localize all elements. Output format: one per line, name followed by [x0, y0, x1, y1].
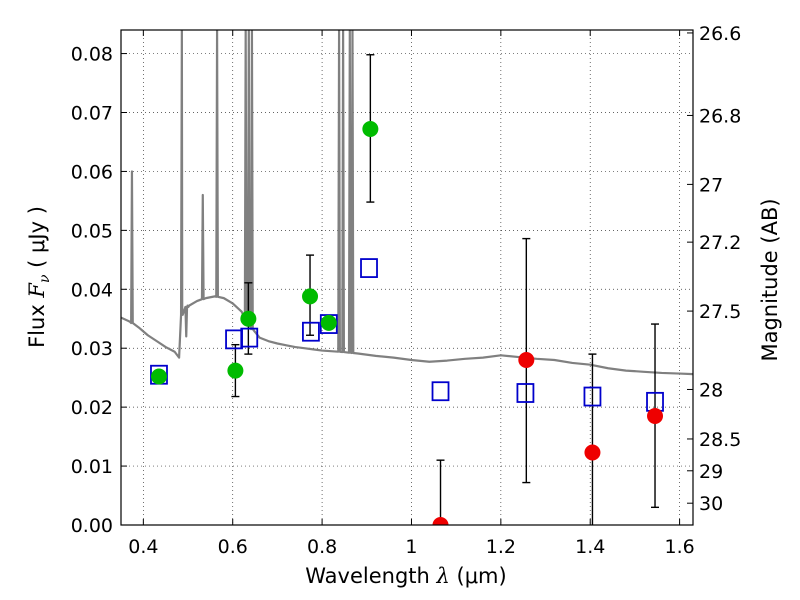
nir-photometry-point [518, 352, 535, 368]
x-axis-label-unit: (μm) [450, 564, 507, 588]
x-tick-label: 1.4 [575, 536, 605, 558]
y-tick-label: 0.01 [71, 456, 113, 478]
x-tick-label: 1.2 [486, 536, 516, 558]
x-axis-label-text: Wavelength [305, 564, 436, 588]
y-axis-label-text: Flux [25, 298, 49, 348]
y-tick-label: 0.00 [71, 515, 113, 537]
y-tick-label: 0.03 [71, 338, 113, 360]
y-tick-label: 0.02 [71, 397, 113, 419]
y2-tick-label: 27 [699, 174, 723, 196]
y-axis-label: Flux Fν ( μJy ) [25, 206, 53, 348]
nir-photometry-point [584, 444, 601, 461]
y-axis-label-subscript: ν [37, 274, 53, 283]
optical-photometry-point [227, 362, 244, 379]
optical-photometry-point [362, 121, 379, 137]
y2-tick-label: 28.5 [699, 429, 741, 451]
nir-photometry-point [432, 517, 449, 525]
optical-photometry-point [320, 314, 337, 331]
y-tick-label: 0.05 [71, 220, 113, 242]
optical-photometry-point [240, 310, 257, 327]
model-sed-line [121, 30, 693, 376]
x-tick-label: 0.6 [218, 536, 248, 558]
y2-tick-label: 28 [699, 379, 723, 401]
nir-photometry-point [647, 407, 664, 424]
model-photometry-square [302, 321, 320, 342]
y2-tick-label: 29 [699, 461, 723, 483]
y-tick-label: 0.04 [71, 279, 113, 301]
y2-tick-label: 27.2 [699, 232, 741, 254]
model-photometry-square [431, 381, 450, 402]
y-axis-label-symbol: F [25, 282, 49, 299]
y2-tick-label: 26.6 [699, 23, 741, 45]
y-tick-label: 0.08 [71, 44, 113, 66]
x-axis-label: Wavelength λ (μm) [305, 564, 506, 588]
y2-tick-label: 30 [699, 493, 723, 515]
model-photometry-square [225, 329, 243, 350]
data-layer [121, 30, 693, 525]
y2-tick-label: 26.8 [699, 105, 741, 127]
axis-ticks: 0.4 0.6 0.8 1 1.2 1.4 1.6 0.00 0.01 0.02 0.03 0.04 0… [71, 23, 742, 558]
y-axis-label-unit: ( μJy ) [25, 206, 49, 274]
y2-axis-label: Magnitude (AB) [758, 198, 782, 361]
model-photometry-square [360, 258, 378, 278]
grid-lines [121, 30, 693, 526]
y-tick-label: 0.06 [71, 161, 113, 183]
x-axis-label-symbol: λ [436, 564, 450, 588]
model-photometry-square [240, 327, 259, 348]
optical-photometry-point [150, 368, 167, 385]
x-tick-label: 0.8 [307, 536, 337, 558]
x-tick-label: 0.4 [128, 536, 158, 558]
plot-frame [120, 29, 694, 526]
optical-photometry-point [302, 288, 319, 305]
x-tick-label: 1 [405, 536, 417, 558]
model-photometry-square [583, 386, 602, 407]
y2-tick-label: 27.5 [699, 301, 741, 323]
model-photometry-square [516, 383, 535, 403]
y-tick-label: 0.07 [71, 103, 113, 125]
x-tick-label: 1.6 [664, 536, 694, 558]
